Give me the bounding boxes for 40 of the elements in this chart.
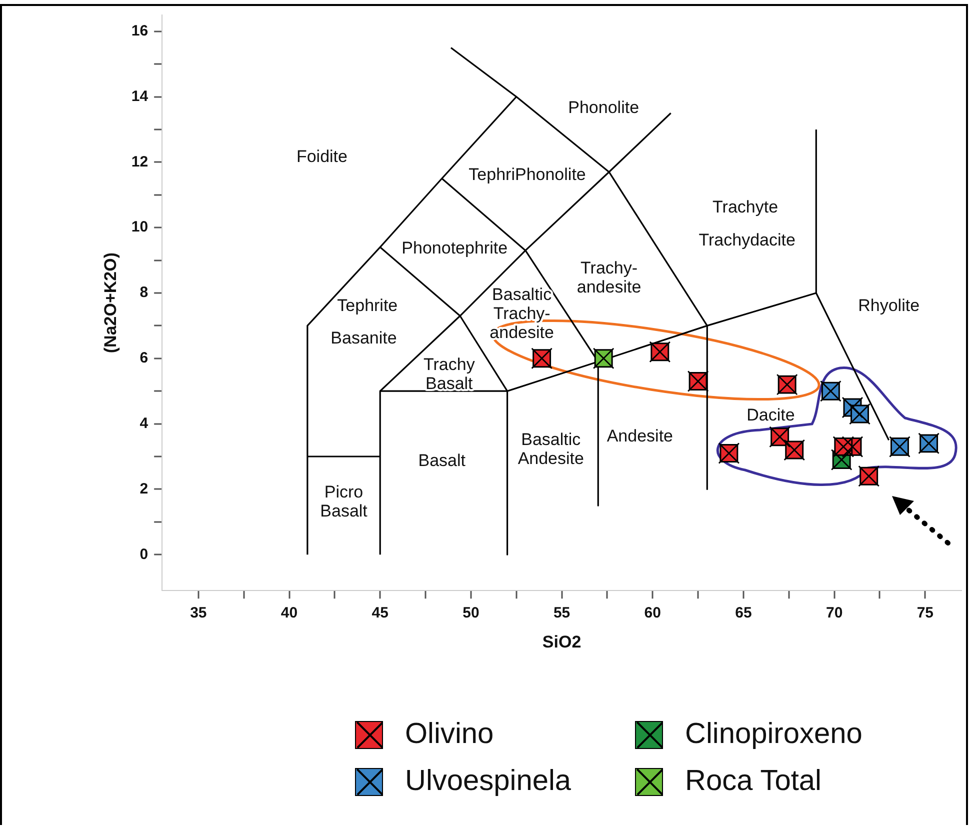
annotation: Foidite [296, 146, 348, 166]
y-tick-label: 8 [140, 284, 148, 302]
legend-label: Roca Total [685, 765, 822, 798]
y-tick-label: 2 [140, 480, 148, 498]
annotation: Basanite [330, 328, 397, 348]
x-tick-label: 35 [190, 604, 207, 622]
x-tick-label: 75 [916, 604, 934, 622]
annotation: TephriPhonolite [468, 164, 586, 184]
y-tick-label: 0 [140, 546, 148, 563]
x-tick-label: 50 [462, 604, 480, 622]
annotation: Phonolite [568, 98, 640, 117]
x-tick-label: 70 [826, 604, 843, 622]
y-tick-label: 12 [131, 153, 148, 170]
x-tick-label: 55 [553, 604, 570, 622]
y-tick-label: 16 [131, 22, 148, 40]
legend-label: Ulvoespinela [405, 765, 572, 798]
legend-label: Clinopiroxeno [685, 718, 862, 751]
annotation: Basaltic Andesite [518, 430, 584, 468]
x-tick-label: 60 [644, 604, 661, 622]
annotation: Trachy Basalt [423, 354, 476, 393]
annotation: Trachydacite [698, 230, 796, 250]
annotation: Picro Basalt [320, 482, 368, 520]
annotation: Andesite [606, 426, 674, 446]
x-tick-label: 45 [372, 604, 388, 622]
y-tick-label: 10 [131, 218, 148, 236]
annotation: Basalt [418, 451, 466, 470]
x-tick-label: 65 [735, 604, 752, 622]
y-tick-label: 4 [140, 414, 149, 432]
x-tick-label: 40 [280, 604, 298, 622]
legend-label: Olivino [405, 718, 494, 751]
annotation: Trachyte [712, 198, 778, 217]
annotation: Dacite [746, 405, 795, 424]
x-axis-title: SiO2 [542, 632, 582, 652]
annotation: Trachy- andesite [576, 258, 642, 296]
annotation: Rhyolite [858, 296, 920, 315]
y-axis-title: (Na2O+K2O) [100, 252, 120, 354]
y-tick-label: 6 [140, 350, 148, 367]
annotation: Tephrite [337, 296, 398, 315]
y-tick-label: 14 [131, 88, 149, 105]
annotation: Phonotephrite [402, 238, 508, 258]
